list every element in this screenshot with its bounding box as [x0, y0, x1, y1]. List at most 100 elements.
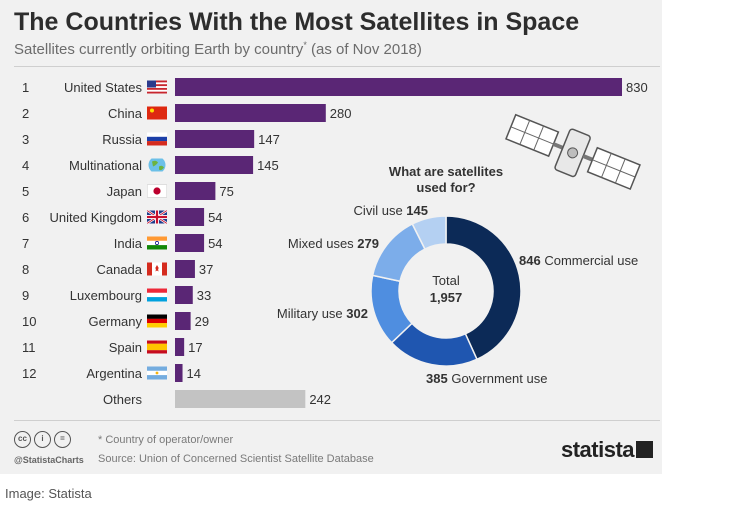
- top-divider: [14, 66, 660, 67]
- value-label: 29: [195, 314, 209, 329]
- cc-license-icon: cc: [14, 431, 31, 448]
- rank-label: 3: [22, 132, 29, 147]
- social-handle: @StatistaCharts: [14, 455, 84, 465]
- globe-icon: [148, 158, 166, 172]
- value-label: 145: [257, 158, 279, 173]
- flag-canada-icon: [147, 262, 167, 276]
- category-label: Japan: [107, 184, 142, 199]
- statista-logo: statista: [561, 437, 635, 462]
- infographic-card: The Countries With the Most Satellites i…: [0, 0, 662, 474]
- rank-label: 5: [22, 184, 29, 199]
- bar-row: 7 India 54: [22, 234, 223, 252]
- rank-label: 2: [22, 106, 29, 121]
- bottom-divider: [14, 420, 660, 421]
- donut-title-line-2: used for?: [416, 180, 475, 195]
- category-label: Russia: [102, 132, 143, 147]
- bar-row: Others 242: [103, 390, 331, 408]
- value-label: 33: [197, 288, 211, 303]
- value-label: 242: [309, 392, 331, 407]
- flag-spain-icon: [147, 340, 167, 354]
- flag-russia-icon: [147, 132, 167, 146]
- category-label: Others: [103, 392, 143, 407]
- category-label: Luxembourg: [70, 288, 142, 303]
- value-label: 280: [330, 106, 352, 121]
- bar: [175, 364, 183, 382]
- rank-label: 9: [22, 288, 29, 303]
- bar-row: 11 Spain 17: [22, 338, 203, 356]
- bar-row: 9 Luxembourg 33: [22, 286, 211, 304]
- image-credit: Image: Statista: [5, 486, 92, 501]
- statista-logo-mark: [636, 441, 653, 458]
- footnote: * Country of operator/owner: [98, 434, 234, 446]
- value-label: 54: [208, 236, 222, 251]
- flag-argentina-icon: [147, 366, 167, 380]
- category-label: Argentina: [86, 366, 142, 381]
- bar-row: 4 Multinational 145: [22, 156, 279, 174]
- rank-label: 10: [22, 314, 36, 329]
- slice-label: 385 Government use: [426, 371, 547, 386]
- bar: [175, 78, 622, 96]
- bar: [175, 390, 306, 408]
- bar-chart: 1 United States 830 2 China 280 3 Russia 147 4 Mul…: [22, 78, 648, 408]
- source-note: Source: Union of Concerned Scientist Sat…: [98, 453, 374, 465]
- subtitle-date: (as of Nov 2018): [311, 41, 422, 58]
- category-label: Canada: [96, 262, 142, 277]
- flag-uk-icon: [147, 210, 167, 224]
- donut-center-label: Total: [432, 273, 460, 288]
- flag-china-icon: [147, 106, 167, 120]
- flag-japan-icon: [147, 184, 167, 198]
- subtitle-footnote-mark: *: [303, 40, 307, 50]
- bar-row: 8 Canada 37: [22, 260, 213, 278]
- bar-row: 5 Japan 75: [22, 182, 234, 200]
- bar: [175, 104, 326, 122]
- donut-slice: [445, 215, 522, 361]
- flag-india-icon: [147, 236, 167, 250]
- bar-row: 2 China 280: [22, 104, 351, 122]
- bar: [175, 182, 216, 200]
- value-label: 14: [187, 366, 201, 381]
- bar: [175, 338, 185, 356]
- donut-slice: [411, 215, 447, 251]
- rank-label: 8: [22, 262, 29, 277]
- chart-canvas: 1 United States 830 2 China 280 3 Russia 147 4 Mul…: [22, 78, 648, 408]
- flag-luxembourg-icon: [147, 288, 167, 302]
- subtitle-text: Satellites currently orbiting Earth by c…: [14, 41, 304, 58]
- category-label: India: [114, 236, 143, 251]
- category-label: United States: [64, 80, 143, 95]
- category-label: Spain: [109, 340, 142, 355]
- bar: [175, 130, 255, 148]
- chart-title: The Countries With the Most Satellites i…: [14, 8, 580, 36]
- bar-row: 3 Russia 147: [22, 130, 280, 148]
- donut-title-line-1: What are satellites: [389, 164, 503, 179]
- bar: [175, 208, 205, 226]
- value-label: 54: [208, 210, 222, 225]
- category-label: Multinational: [69, 158, 142, 173]
- rank-label: 6: [22, 210, 29, 225]
- cc-noderivs-icon: =: [54, 431, 71, 448]
- chart-subtitle: Satellites currently orbiting Earth by c…: [14, 40, 422, 58]
- category-label: United Kingdom: [50, 210, 143, 225]
- flag-us-icon: [147, 80, 167, 94]
- value-label: 147: [258, 132, 280, 147]
- value-label: 17: [188, 340, 202, 355]
- slice-label: Mixed uses 279: [288, 236, 379, 251]
- bar-row: 12 Argentina 14: [22, 364, 201, 382]
- bar: [175, 260, 195, 278]
- slice-label: Civil use 145: [354, 203, 428, 218]
- category-label: Germany: [89, 314, 143, 329]
- bar-row: 1 United States 830: [22, 78, 648, 96]
- bar: [175, 286, 193, 304]
- rank-label: 11: [22, 340, 36, 355]
- rank-label: 4: [22, 158, 29, 173]
- satellite-icon: [505, 113, 641, 191]
- bar-row: 6 United Kingdom 54: [22, 208, 223, 226]
- slice-label: Military use 302: [277, 306, 368, 321]
- value-label: 830: [626, 80, 648, 95]
- value-label: 75: [219, 184, 233, 199]
- rank-label: 1: [22, 80, 29, 95]
- rank-label: 12: [22, 366, 36, 381]
- donut-chart: 846 Commercial use 385 Government use Mili…: [277, 203, 638, 386]
- slice-label: 846 Commercial use: [519, 253, 638, 268]
- category-label: China: [108, 106, 143, 121]
- bar: [175, 312, 191, 330]
